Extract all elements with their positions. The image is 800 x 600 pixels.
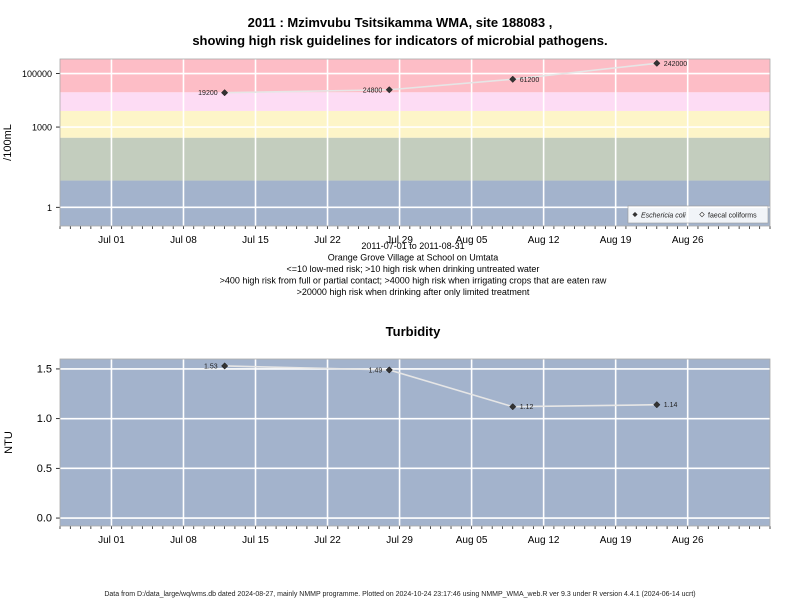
- x-tick-label: Jul 01: [98, 235, 125, 246]
- x-tick-label: Jul 22: [314, 535, 341, 546]
- data-point: [385, 86, 393, 94]
- chart-title-line2: showing high risk guidelines for indicat…: [192, 33, 607, 48]
- series-line: [224, 62, 657, 94]
- series-line: [224, 365, 657, 408]
- y-tick-label: 1.0: [37, 413, 52, 425]
- legend-label: faecal coliforms: [708, 213, 757, 220]
- y-tick-label: 1000: [32, 123, 52, 133]
- ecoli-panel: Jul 01 Jul 08 Jul 15 Jul 22 Jul 29 Aug 05 Aug …: [2, 58, 771, 246]
- data-label: 19200: [198, 90, 218, 97]
- x-tick-label: Aug 19: [600, 235, 632, 246]
- data-label: 1.49: [369, 367, 383, 374]
- risk-band-2: [60, 110, 770, 138]
- data-label: 242000: [664, 61, 687, 68]
- data-point: [385, 366, 393, 374]
- caption-line: Orange Grove Village at School on Umtata: [328, 253, 498, 263]
- caption-line: <=10 low-med risk; >10 high risk when dr…: [287, 264, 540, 274]
- x-tick-label: Aug 19: [600, 535, 632, 546]
- data-point: [221, 362, 229, 370]
- x-tick-label: Jul 22: [314, 235, 341, 246]
- data-point: [653, 401, 661, 409]
- data-point: [221, 89, 229, 97]
- data-label: 1.14: [664, 402, 678, 409]
- legend-label: Eschericia coli: [641, 213, 686, 220]
- data-point: [653, 59, 661, 67]
- x-tick-label: Jul 29: [386, 235, 413, 246]
- data-point: [509, 403, 517, 411]
- data-label: 61200: [520, 77, 540, 84]
- chart-title-line1: 2011 : Mzimvubu Tsitsikamma WMA, site 18…: [248, 15, 553, 30]
- legend: Eschericia coli faecal coliforms: [627, 205, 769, 224]
- x-tick-label: Aug 26: [672, 235, 704, 246]
- caption-line: >20000 high risk when drinking after onl…: [297, 287, 530, 297]
- x-tick-label: Jul 08: [170, 235, 197, 246]
- footer-note: Data from D:/data_large/wq/wms.db dated …: [104, 591, 695, 598]
- plot-frame: [59, 58, 771, 227]
- y-axis-label: NTU: [3, 431, 15, 454]
- x-tick-label: Jul 29: [386, 535, 413, 546]
- x-tick-label: Aug 26: [672, 535, 704, 546]
- y-tick-label: 100000: [22, 69, 52, 79]
- data-point: [509, 75, 517, 83]
- x-tick-label: Jul 01: [98, 535, 125, 546]
- turbidity-panel: Jul 01 Jul 08 Jul 15 Jul 22 Jul 29 Aug 05 Aug …: [3, 358, 771, 546]
- data-label: 24800: [363, 87, 383, 94]
- risk-band-3: [60, 92, 770, 111]
- legend-marker-filled: [632, 211, 638, 218]
- legend-box: [627, 205, 769, 224]
- ecoli-caption: 2011-07-01 to 2011-08-31 Orange Grove Vil…: [220, 241, 607, 297]
- plot-background: [60, 359, 770, 526]
- y-axis-label: /100mL: [2, 124, 14, 161]
- x-tick-label: Jul 15: [242, 235, 269, 246]
- y-tick-label: 0.5: [37, 463, 52, 475]
- x-tick-label: Jul 15: [242, 535, 269, 546]
- caption-line: >400 high risk from full or partial cont…: [220, 276, 607, 286]
- x-tick-label: Jul 08: [170, 535, 197, 546]
- data-label: 1.53: [204, 363, 218, 370]
- x-tick-label: Aug 05: [456, 535, 488, 546]
- caption-line: 2011-07-01 to 2011-08-31: [361, 241, 464, 251]
- plot-frame: [59, 358, 771, 527]
- risk-band-1: [60, 137, 770, 181]
- y-tick-label: 1: [47, 203, 52, 213]
- y-tick-label: 0.0: [37, 513, 52, 525]
- x-tick-label: Aug 12: [528, 235, 560, 246]
- x-tick-label: Aug 12: [528, 535, 560, 546]
- turbidity-title: Turbidity: [386, 324, 441, 339]
- y-tick-label: 1.5: [37, 363, 52, 375]
- data-label: 1.12: [520, 404, 534, 411]
- legend-marker-open: [699, 211, 705, 218]
- x-tick-label: Aug 05: [456, 235, 488, 246]
